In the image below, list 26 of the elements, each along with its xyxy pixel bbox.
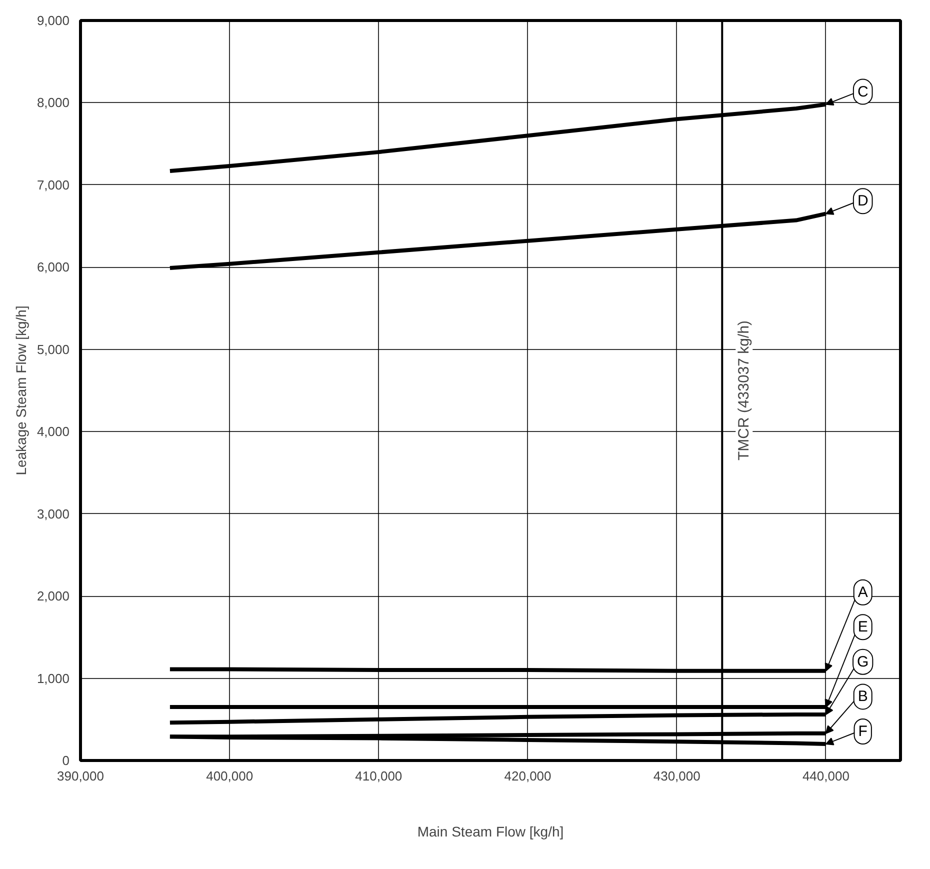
legend-label: G [857,653,869,670]
y-tick-label: 9,000 [36,13,70,28]
y-axis-title: Leakage Steam Flow [kg/h] [12,306,29,476]
x-tick-label: 440,000 [802,768,850,784]
x-tick-label: 410,000 [355,768,402,784]
y-tick-label: 2,000 [36,588,70,604]
legend-label: D [857,192,868,210]
x-tick-label: 430,000 [653,768,700,784]
y-tick-label: 8,000 [36,95,70,110]
x-tick-label: 400,000 [206,768,254,784]
x-tick-label: 390,000 [57,768,104,784]
legend-label: B [858,688,868,706]
text: A [858,584,868,601]
text: E [858,618,868,636]
x-tick-label: 420,000 [504,768,552,784]
y-tick-label: 6,000 [36,260,70,275]
y-tick-label: 0 [62,753,70,768]
y-tick-label: 5,000 [36,342,70,357]
y-tick-label: 7,000 [36,177,70,192]
legend-label: F [858,722,868,740]
legend-label: C [857,83,868,100]
y-tick-label: 3,000 [36,506,70,522]
ref-line-label: TMCR (433037 kg/h) [736,320,753,461]
y-tick-label: 1,000 [36,670,70,686]
y-tick-label: 4,000 [36,424,70,440]
x-axis-title: Main Steam Flow [kg/h] [417,824,564,840]
